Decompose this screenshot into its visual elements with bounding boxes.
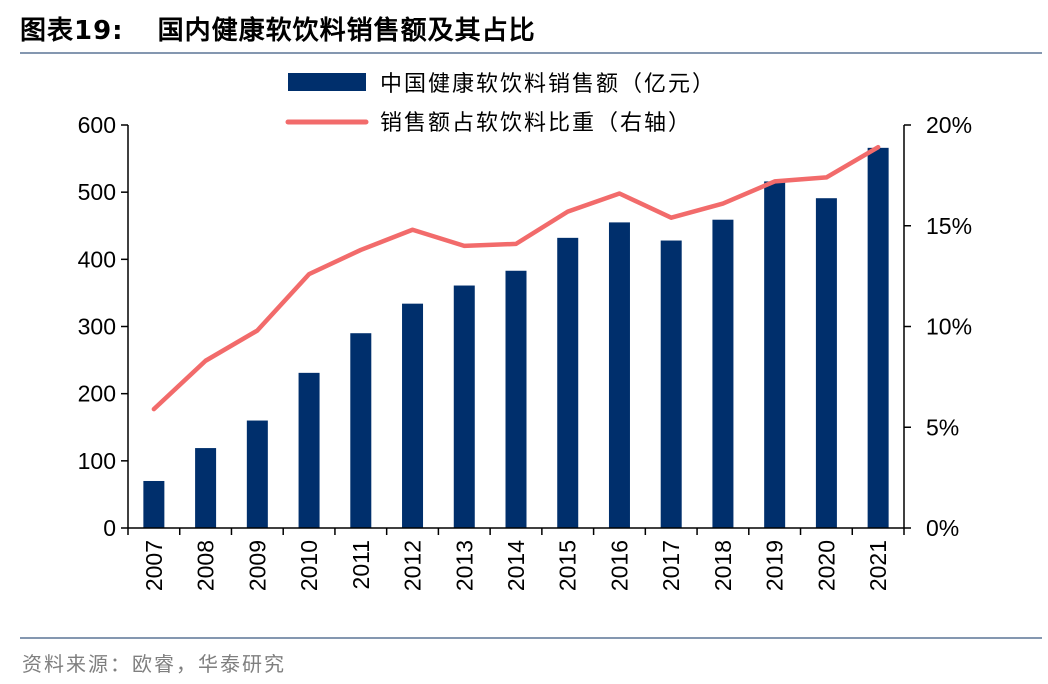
bar-2013 — [453, 285, 475, 528]
bar-2019 — [764, 181, 786, 529]
x-tick-label-2011: 2011 — [348, 540, 374, 589]
x-tick-label-2018: 2018 — [710, 540, 736, 591]
line-series — [151, 144, 881, 412]
x-tick-label-2007: 2007 — [141, 540, 167, 591]
bar-2016 — [608, 222, 630, 528]
x-tick-label-2016: 2016 — [606, 540, 632, 591]
bar-2010 — [298, 372, 320, 528]
x-tick-label-2019: 2019 — [762, 540, 788, 591]
legend-label-line: 销售额占软饮料比重（右轴） — [380, 111, 692, 136]
bottom-rule — [20, 637, 1042, 639]
figure-title: 图表19: 国内健康软饮料销售额及其占比 — [20, 10, 536, 47]
right-tick-label: 5% — [926, 414, 959, 440]
figure-title-text: 国内健康软饮料销售额及其占比 — [157, 16, 536, 46]
bar-2008 — [195, 448, 217, 528]
left-tick-label: 200 — [78, 381, 116, 407]
x-tick-label-2009: 2009 — [244, 540, 270, 591]
bars — [143, 147, 889, 529]
x-tick-label-2013: 2013 — [451, 540, 477, 591]
right-tick-label: 0% — [926, 515, 959, 541]
x-tick-label-2014: 2014 — [503, 540, 529, 591]
x-tick-label-2017: 2017 — [658, 540, 684, 591]
right-tick-label: 15% — [926, 213, 972, 239]
x-tick-label-2012: 2012 — [400, 540, 426, 591]
left-tick-label: 500 — [78, 179, 116, 205]
left-tick-label: 0 — [103, 515, 116, 541]
bar-2012 — [402, 303, 424, 528]
x-tick-label-2020: 2020 — [813, 540, 839, 591]
right-tick-label: 20% — [926, 112, 972, 138]
bar-2020 — [815, 198, 837, 528]
bar-2014 — [505, 270, 527, 528]
figure-number: 图表19: — [20, 16, 124, 46]
x-tick-label-2008: 2008 — [193, 540, 219, 591]
bar-2009 — [246, 420, 268, 528]
axes: 0 100 200 300 400 500 600 0% 5% 10% 15% 20% 2007 2008… — [78, 112, 972, 591]
left-tick-label: 300 — [78, 314, 116, 340]
left-tick-label: 400 — [78, 246, 116, 272]
bar-2011 — [350, 333, 372, 528]
bar-2017 — [660, 240, 682, 528]
legend-swatch-bar — [288, 73, 366, 91]
right-tick-label: 10% — [926, 314, 972, 340]
top-rule — [20, 52, 1042, 54]
bar-2007 — [143, 480, 165, 528]
bar-2015 — [557, 237, 579, 528]
legend: 中国健康软饮料销售额（亿元） 销售额占软饮料比重（右轴） — [285, 72, 716, 136]
x-tick-label-2015: 2015 — [555, 540, 581, 591]
x-tick-label-2010: 2010 — [296, 540, 322, 591]
bar-2018 — [712, 219, 734, 528]
x-tick-label-2021: 2021 — [865, 540, 891, 591]
source-note: 资料来源：欧睿，华泰研究 — [22, 652, 286, 676]
legend-label-bar: 中国健康软饮料销售额（亿元） — [380, 72, 716, 97]
left-tick-label: 100 — [78, 448, 116, 474]
left-tick-label: 600 — [78, 112, 116, 138]
bar-2021 — [867, 147, 889, 528]
